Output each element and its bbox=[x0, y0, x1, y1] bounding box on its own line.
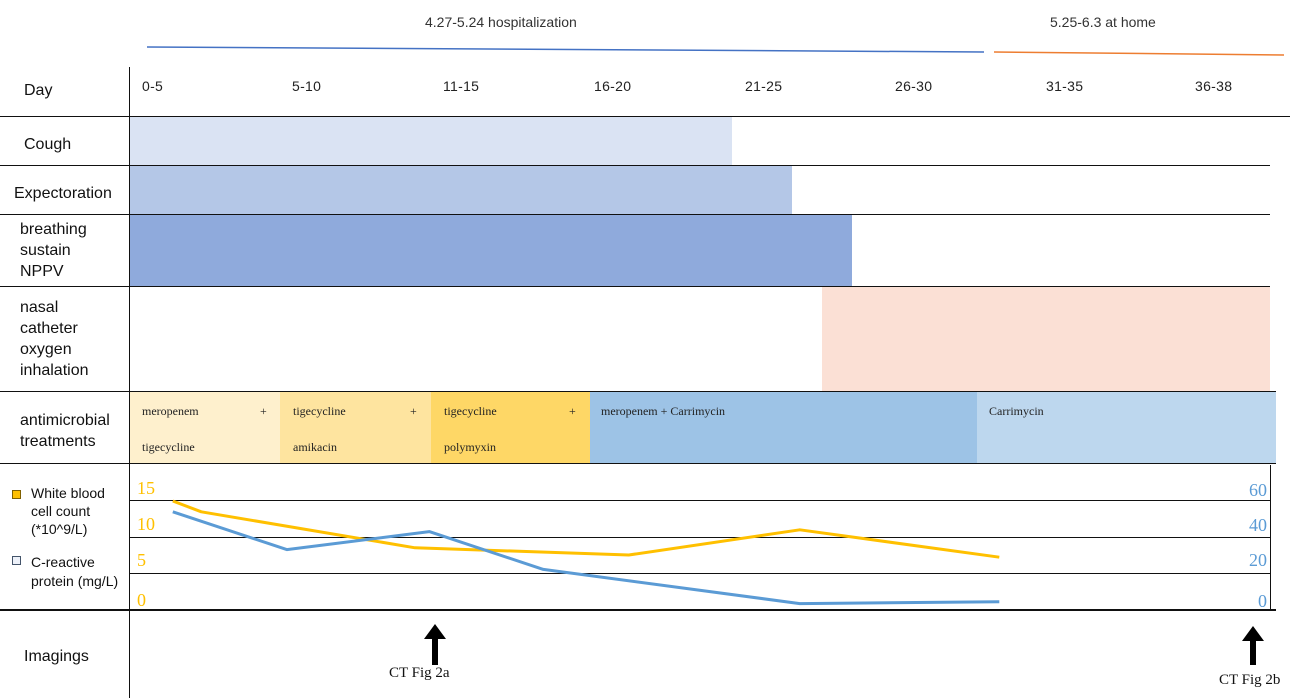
crp-axis-tick: 40 bbox=[1249, 515, 1267, 535]
crp-axis-tick: 20 bbox=[1249, 550, 1267, 570]
expectoration-duration-bar bbox=[130, 166, 792, 214]
row-divider-antimicrobial bbox=[0, 463, 1276, 464]
chart-gridline bbox=[130, 500, 1270, 501]
day-label: 0-5 bbox=[142, 78, 164, 94]
period-lines bbox=[146, 46, 1285, 56]
crp-legend-swatch bbox=[12, 556, 21, 565]
treatment-drug-1: Carrimycin bbox=[989, 404, 1044, 418]
home-period-label: 5.25-6.3 at home bbox=[1050, 14, 1156, 30]
row-divider-expectoration bbox=[0, 214, 1270, 215]
day-label: 26-30 bbox=[895, 78, 933, 94]
row-label-nasal: nasal catheter oxygen inhalation bbox=[20, 299, 89, 379]
row-divider-day bbox=[0, 116, 1290, 117]
hospitalization-period-line bbox=[146, 46, 985, 53]
day-label: 5-10 bbox=[292, 78, 322, 94]
treatment-drug-1: tigecycline bbox=[444, 404, 497, 418]
day-label: 16-20 bbox=[594, 78, 632, 94]
wbc-legend-label: White blood cell count (*10^9/L) bbox=[31, 485, 105, 537]
ct-fig-2b-label: CT Fig 2b bbox=[1219, 672, 1281, 688]
treatment-drug-1: meropenem + Carrimycin bbox=[601, 404, 726, 418]
ct-fig-2a-label: CT Fig 2a bbox=[389, 665, 450, 681]
wbc-axis-tick: 0 bbox=[137, 590, 146, 610]
treatment-block bbox=[130, 392, 280, 463]
ct-arrow-icon bbox=[424, 624, 446, 665]
row-divider-nasal bbox=[0, 391, 1276, 392]
lab-chart-frame bbox=[130, 465, 1271, 609]
wbc-legend-swatch bbox=[12, 490, 21, 499]
row-label-antimicrobial: antimicrobial treatments bbox=[20, 412, 110, 450]
row-label-breathing: breathing sustain NPPV bbox=[20, 221, 87, 280]
nasal-oxygen-duration-bar bbox=[822, 287, 1270, 391]
wbc-axis-tick: 15 bbox=[137, 478, 155, 498]
crp-axis-tick: 60 bbox=[1249, 480, 1267, 500]
treatment-drug-2: tigecycline bbox=[142, 440, 195, 454]
crp-legend-label: C-reactive protein (mg/L) bbox=[31, 554, 119, 589]
row-label-cough: Cough bbox=[24, 136, 72, 153]
ct-arrow-icon bbox=[1242, 626, 1264, 665]
treatment-plus: + bbox=[569, 404, 576, 418]
treatment-drug-1: meropenem bbox=[142, 404, 199, 418]
wbc-axis-tick: 10 bbox=[137, 514, 155, 534]
treatment-block bbox=[590, 392, 977, 463]
treatment-block bbox=[977, 392, 1276, 463]
wbc-series-line bbox=[172, 499, 1000, 559]
row-divider-breathing bbox=[0, 286, 1270, 287]
row-label-day: Day bbox=[24, 82, 53, 99]
treatment-block bbox=[280, 392, 431, 463]
wbc-axis-tick: 5 bbox=[137, 550, 146, 570]
chart-gridline bbox=[130, 573, 1270, 574]
crp-axis-tick: 0 bbox=[1258, 591, 1267, 611]
hospitalization-period-label: 4.27-5.24 hospitalization bbox=[425, 14, 577, 30]
row-divider-chart bbox=[0, 609, 1276, 611]
treatment-plus: + bbox=[260, 404, 267, 418]
treatment-plus: + bbox=[410, 404, 417, 418]
crp-series-line bbox=[172, 510, 1000, 606]
day-label: 31-35 bbox=[1046, 78, 1084, 94]
breathing-nppv-duration-bar bbox=[130, 215, 852, 286]
treatment-drug-1: tigecycline bbox=[293, 404, 346, 418]
table-vertical-divider bbox=[129, 67, 130, 698]
treatment-drug-2: amikacin bbox=[293, 440, 337, 454]
treatment-drug-2: polymyxin bbox=[444, 440, 497, 454]
row-label-imagings: Imagings bbox=[24, 648, 89, 665]
treatment-block bbox=[431, 392, 590, 463]
day-label: 11-15 bbox=[443, 78, 480, 94]
row-label-expectoration: Expectoration bbox=[14, 185, 112, 202]
day-label: 21-25 bbox=[745, 78, 783, 94]
home-period-line bbox=[993, 51, 1285, 56]
day-label: 36-38 bbox=[1195, 78, 1233, 94]
chart-gridline bbox=[130, 537, 1270, 538]
row-divider-cough bbox=[0, 165, 1270, 166]
cough-duration-bar bbox=[130, 117, 732, 165]
